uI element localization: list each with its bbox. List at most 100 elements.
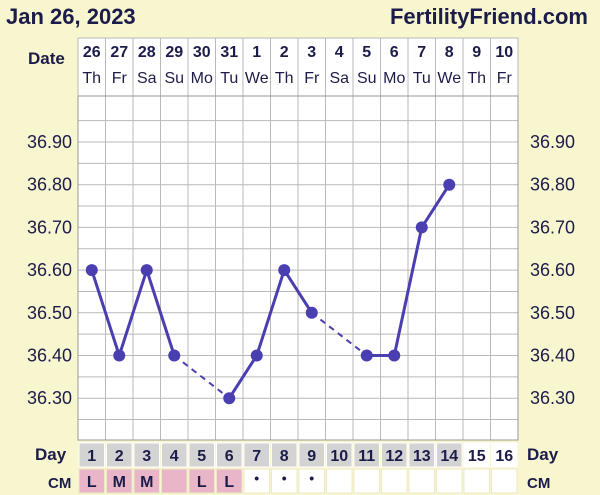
cm-cell xyxy=(106,468,133,494)
temp-point xyxy=(168,349,181,362)
day-cell xyxy=(216,442,243,468)
date-label: 3 xyxy=(307,44,316,61)
cm-cell xyxy=(133,468,160,494)
day-number: 4 xyxy=(170,448,179,465)
day-cell xyxy=(381,442,408,468)
date-label: 2 xyxy=(280,44,289,61)
date-label: 26 xyxy=(83,44,101,61)
y-tick-label-right: 36.40 xyxy=(530,346,575,366)
cm-row-label-left: CM xyxy=(48,475,71,492)
temp-line xyxy=(90,269,121,356)
day-number: 13 xyxy=(413,448,431,465)
day-cell xyxy=(78,442,105,468)
plot-border xyxy=(77,95,519,441)
day-number: 15 xyxy=(468,448,486,465)
weekday-label: We xyxy=(245,70,269,87)
day-cell xyxy=(408,442,435,468)
date-label: 31 xyxy=(220,44,238,61)
day-cell xyxy=(491,442,518,468)
weekday-label: We xyxy=(437,70,461,87)
cm-cell xyxy=(436,468,463,494)
date-label: 30 xyxy=(193,44,211,61)
temp-point xyxy=(278,264,291,277)
temp-point xyxy=(223,392,236,405)
temp-line xyxy=(227,354,259,400)
day-cell xyxy=(353,442,380,468)
day-row-label-left: Day xyxy=(35,445,67,464)
cm-value: L xyxy=(224,474,234,491)
day-number: 11 xyxy=(358,448,375,465)
cm-row-label-right: CM xyxy=(527,475,550,492)
temp-line xyxy=(392,227,424,356)
day-cell xyxy=(271,442,298,468)
day-cell xyxy=(243,442,270,468)
date-label: 8 xyxy=(445,44,454,61)
y-tick-label-right: 36.70 xyxy=(530,217,575,237)
weekday-label: Su xyxy=(164,70,184,87)
cm-cell xyxy=(408,468,435,494)
weekday-label: Fr xyxy=(112,70,128,87)
cm-cell xyxy=(161,468,188,494)
temp-line xyxy=(282,269,314,314)
date-label: 9 xyxy=(472,44,481,61)
cm-cell xyxy=(463,468,490,494)
weekday-label: Su xyxy=(357,70,377,87)
day-cell xyxy=(298,442,325,468)
cm-cell xyxy=(188,468,215,494)
temp-line-dashed xyxy=(311,312,368,357)
site-name: FertilityFriend.com xyxy=(389,4,588,29)
temp-line-dashed xyxy=(173,354,230,399)
day-cell xyxy=(326,442,353,468)
weekday-label: Tu xyxy=(220,70,238,87)
day-number: 8 xyxy=(280,448,289,465)
weekday-label: Th xyxy=(467,70,486,87)
temp-point xyxy=(443,178,456,191)
y-tick-label-left: 36.60 xyxy=(27,260,72,280)
day-number: 9 xyxy=(307,448,316,465)
temp-point xyxy=(415,221,428,234)
date-label: 4 xyxy=(335,44,344,61)
date-label: 27 xyxy=(110,44,128,61)
weekday-label: Fr xyxy=(304,70,320,87)
temp-point xyxy=(305,306,318,319)
y-tick-label-left: 36.90 xyxy=(27,132,72,152)
temp-point xyxy=(388,349,401,362)
weekday-label: Mo xyxy=(383,70,405,87)
weekday-label: Tu xyxy=(413,70,431,87)
date-label: 29 xyxy=(165,44,183,61)
chart-date: Jan 26, 2023 xyxy=(6,4,136,29)
temp-line xyxy=(420,183,451,229)
y-tick-label-right: 36.50 xyxy=(530,303,575,323)
weekday-label: Th xyxy=(275,70,294,87)
weekday-label: Sa xyxy=(329,70,349,87)
cm-value: M xyxy=(140,474,153,491)
day-number: 6 xyxy=(225,448,234,465)
cm-cell xyxy=(271,468,298,494)
day-cell xyxy=(463,442,490,468)
day-number: 2 xyxy=(115,448,124,465)
weekday-label: Th xyxy=(82,70,101,87)
temp-line xyxy=(255,269,286,356)
day-number: 1 xyxy=(87,448,96,465)
temp-point xyxy=(113,349,126,362)
temp-point xyxy=(250,349,263,362)
weekday-label: Fr xyxy=(497,70,513,87)
day-row-label-right: Day xyxy=(527,445,559,464)
temp-point xyxy=(140,264,153,277)
y-tick-label-left: 36.40 xyxy=(27,346,72,366)
day-cell xyxy=(133,442,160,468)
date-label: 5 xyxy=(362,44,371,61)
cm-value: L xyxy=(87,474,97,491)
y-tick-label-right: 36.80 xyxy=(530,175,575,195)
y-tick-label-right: 36.90 xyxy=(530,132,575,152)
date-label: 1 xyxy=(252,44,261,61)
cm-value: M xyxy=(113,474,126,491)
cm-cell xyxy=(298,468,325,494)
y-tick-label-left: 36.70 xyxy=(27,217,72,237)
date-label: 7 xyxy=(417,44,426,61)
temp-point xyxy=(360,349,373,362)
cm-cell xyxy=(353,468,380,494)
y-tick-label-left: 36.30 xyxy=(27,388,72,408)
cm-cell xyxy=(216,468,243,494)
